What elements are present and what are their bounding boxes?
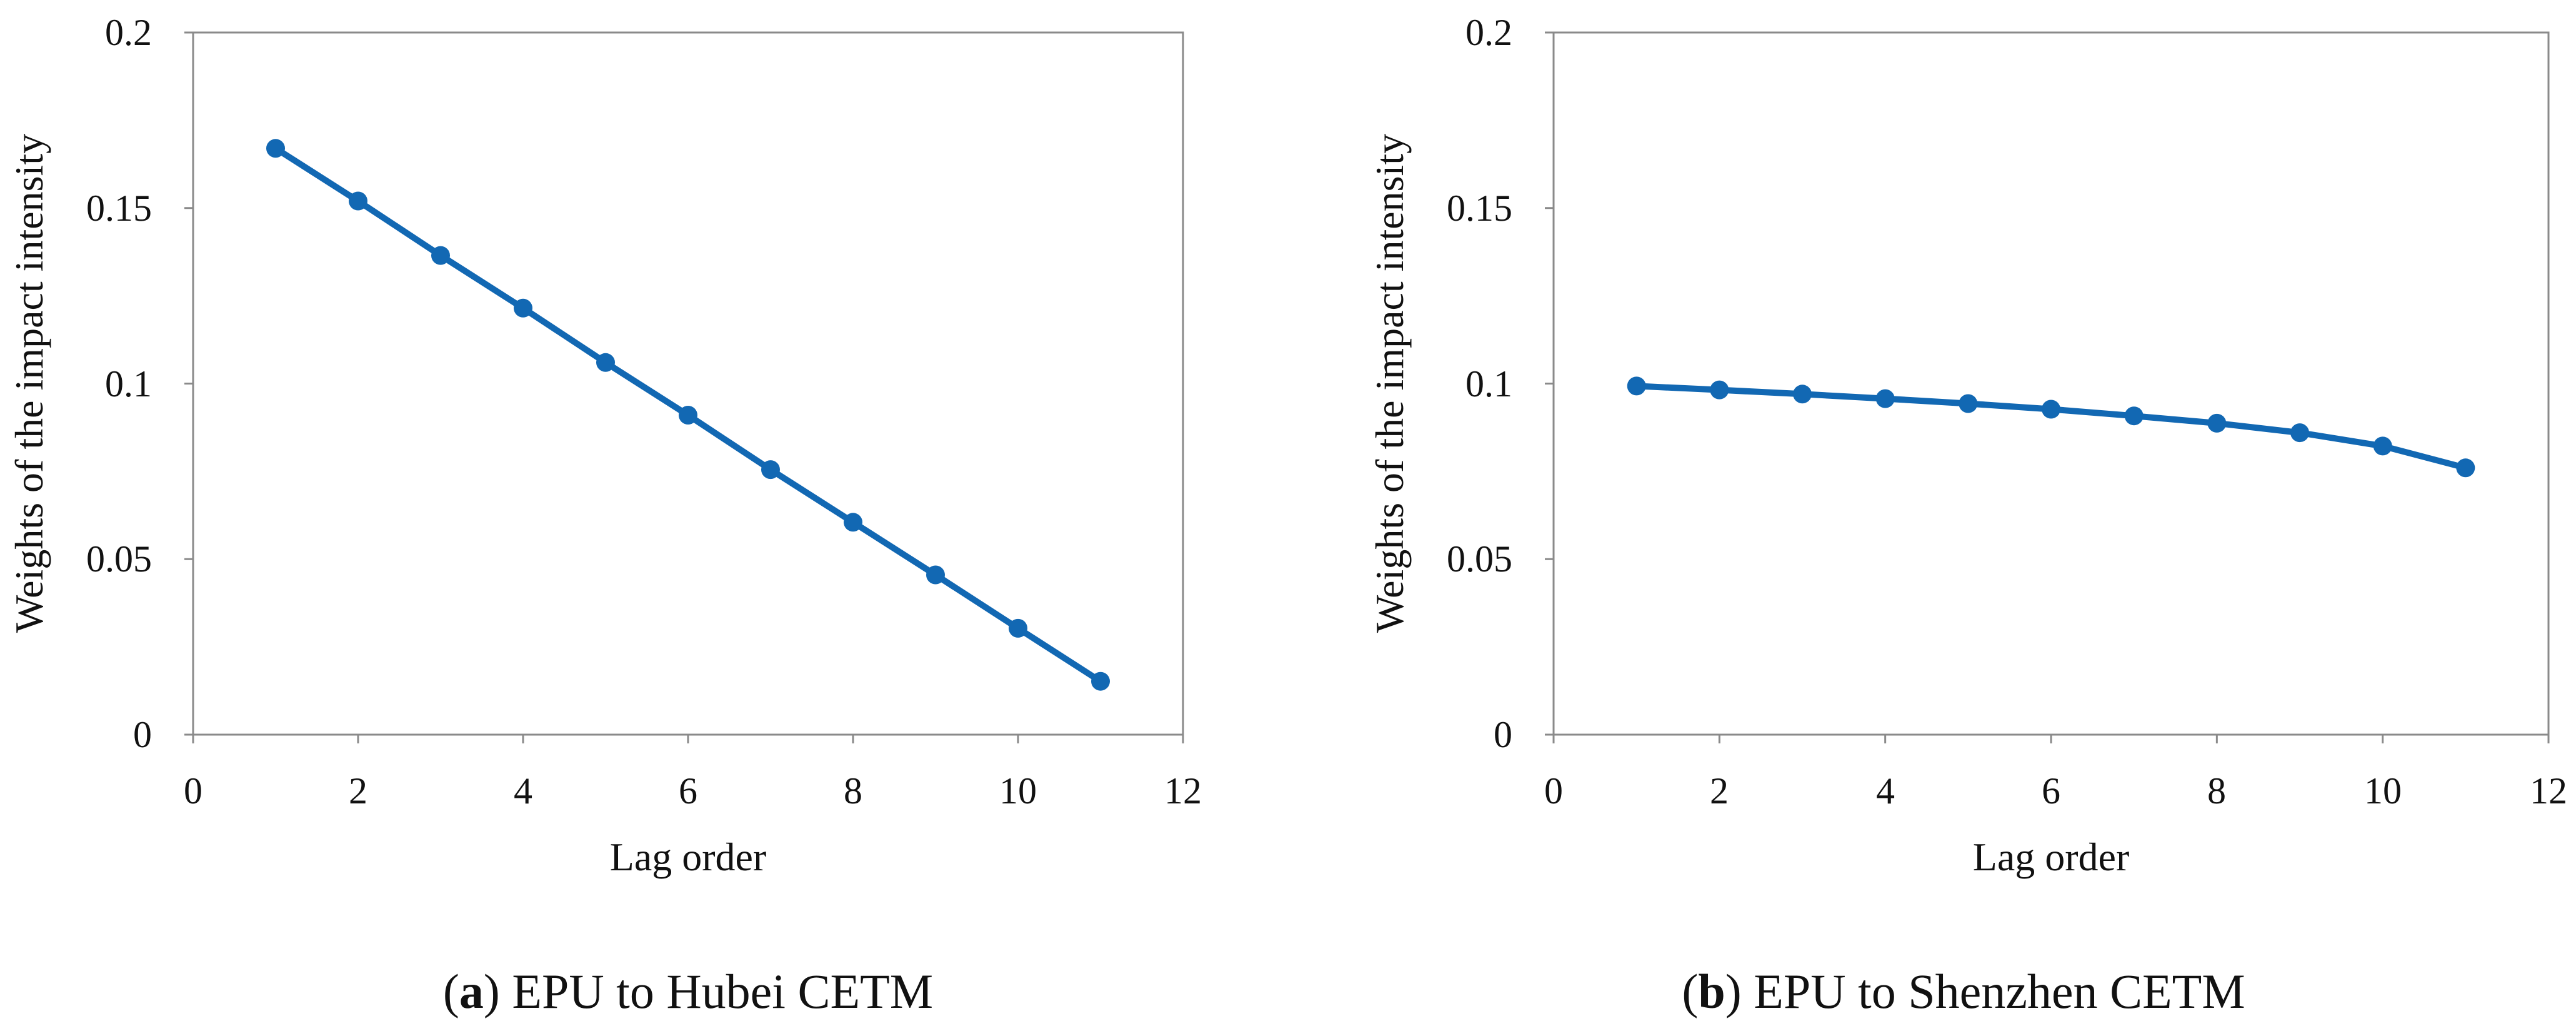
data-point bbox=[1710, 380, 1729, 400]
plot-area-frame bbox=[1552, 31, 2550, 736]
x-tick-label: 6 bbox=[679, 770, 697, 812]
data-point bbox=[266, 139, 285, 158]
x-tick-label: 6 bbox=[2042, 770, 2060, 812]
x-tick-label: 10 bbox=[2364, 770, 2402, 812]
data-point bbox=[349, 191, 367, 211]
x-tick-label: 0 bbox=[184, 770, 202, 812]
data-point bbox=[2207, 413, 2227, 433]
x-tick-label: 0 bbox=[1544, 770, 1563, 812]
series-line bbox=[1633, 383, 2469, 471]
caption-letter: a bbox=[459, 964, 484, 1018]
data-point bbox=[2042, 400, 2060, 419]
data-point bbox=[844, 513, 862, 532]
x-tick-label: 12 bbox=[1164, 770, 1202, 812]
data-point bbox=[1959, 394, 1978, 413]
x-tick-label: 4 bbox=[1876, 770, 1895, 812]
caption-text: EPU to Hubei CETM bbox=[500, 964, 933, 1018]
y-tick-label: 0.05 bbox=[1447, 538, 1512, 580]
y-axis-title: Weights of the impact intensity bbox=[1367, 134, 1412, 633]
data-point bbox=[514, 298, 532, 318]
y-tick-label: 0 bbox=[1494, 714, 1512, 755]
y-tick-label: 0.15 bbox=[1447, 188, 1512, 229]
x-tick-label: 12 bbox=[2530, 770, 2567, 812]
y-tick-label: 0.05 bbox=[86, 538, 152, 580]
data-point bbox=[1793, 385, 1812, 404]
x-axis-title: Lag order bbox=[610, 835, 767, 879]
plot-area-frame bbox=[192, 31, 1184, 736]
data-point bbox=[2290, 423, 2309, 443]
data-point bbox=[2373, 436, 2392, 456]
data-point bbox=[2456, 458, 2475, 478]
data-point bbox=[1875, 389, 1895, 408]
data-point bbox=[1627, 376, 1646, 396]
data-point bbox=[761, 460, 780, 480]
data-point bbox=[679, 406, 697, 425]
y-tick-label: 0.1 bbox=[1465, 363, 1512, 405]
y-tick-label: 0.15 bbox=[86, 188, 152, 229]
data-point bbox=[1009, 618, 1027, 638]
x-axis-title: Lag order bbox=[1973, 835, 2130, 879]
x-tick-label: 2 bbox=[349, 770, 367, 812]
x-tick-label: 10 bbox=[999, 770, 1037, 812]
y-tick-label: 0.2 bbox=[105, 12, 152, 53]
x-tick-label: 4 bbox=[514, 770, 532, 812]
caption-text: EPU to Shenzhen CETM bbox=[1742, 964, 2245, 1018]
data-point bbox=[1091, 671, 1110, 691]
chart-panel-b: 0 0.05 0.1 0.15 0.2 0 2 4 6 8 10 12 Lag … bbox=[1367, 12, 2567, 1018]
data-point bbox=[596, 353, 615, 372]
x-tick-label: 8 bbox=[844, 770, 862, 812]
panel-caption: (b) EPU to Shenzhen CETM bbox=[1682, 964, 2245, 1018]
y-tick-label: 0 bbox=[133, 714, 152, 755]
caption-letter: b bbox=[1698, 964, 1725, 1018]
y-tick-label: 0.1 bbox=[105, 363, 152, 405]
x-tick-label: 8 bbox=[2207, 770, 2226, 812]
data-point bbox=[2124, 406, 2144, 426]
data-point bbox=[926, 565, 945, 585]
y-tick-label: 0.2 bbox=[1465, 12, 1512, 53]
data-point bbox=[431, 246, 450, 265]
chart-panel-a: 0 0.05 0.1 0.15 0.2 0 2 4 6 8 10 12 Lag … bbox=[7, 12, 1202, 1018]
y-axis-title: Weights of the impact intensity bbox=[7, 134, 51, 633]
panel-caption: (a) EPU to Hubei CETM bbox=[443, 964, 933, 1018]
x-tick-label: 2 bbox=[1710, 770, 1729, 812]
